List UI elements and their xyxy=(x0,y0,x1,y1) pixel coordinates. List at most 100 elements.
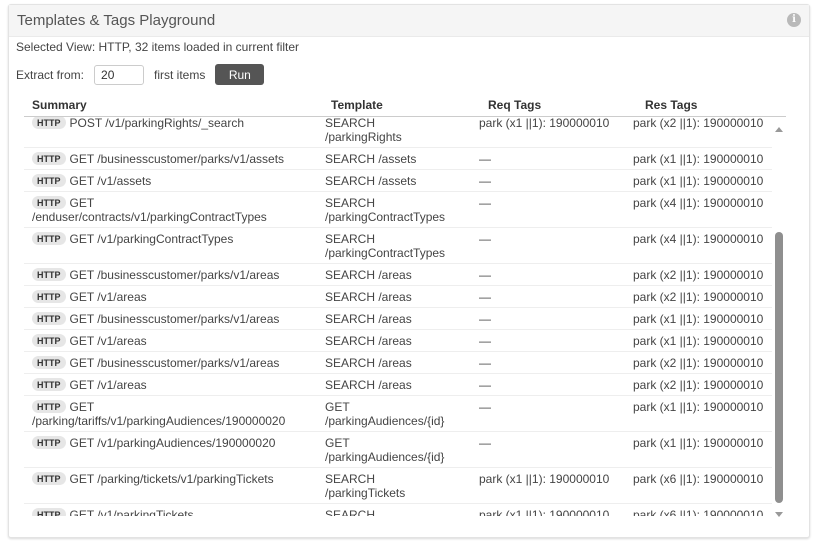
res-tags-cell: park (x2 ||1): 190000010 xyxy=(633,356,764,370)
res-tags-cell: park (x6 ||1): 190000010 xyxy=(633,472,764,486)
template-cell: SEARCH /areas xyxy=(325,290,412,304)
extract-count-input[interactable] xyxy=(94,64,145,85)
panel-title: Templates & Tags Playground xyxy=(17,12,216,29)
template-cell: GET /parkingAudiences/{id} xyxy=(325,436,445,464)
req-tags-cell: — xyxy=(479,174,491,188)
summary-cell: HTTP GET /parking/tariffs/v1/parkingAudie… xyxy=(32,400,314,428)
table-row[interactable]: HTTP GET /businesscustomer/parks/v1/areas… xyxy=(24,352,772,374)
res-tags-cell: park (x4 ||1): 190000010 xyxy=(633,196,764,210)
template-cell: GET /parkingAudiences/{id} xyxy=(325,400,445,428)
table-row[interactable]: HTTP GET /v1/areas SEARCH /areas — park (… xyxy=(24,286,772,308)
http-badge: HTTP xyxy=(32,400,66,413)
summary-text: GET /parking/tariffs/v1/parkingAudiences… xyxy=(32,400,286,428)
req-tags-cell: park (x1 ||1): 190000010 xyxy=(479,472,610,486)
res-tags-cell: park (x6 ||1): 190000010 xyxy=(633,508,764,516)
extract-suffix: first items xyxy=(154,67,206,82)
scroll-down-icon[interactable] xyxy=(775,512,783,517)
summary-cell: HTTP GET /businesscustomer/parks/v1/asset… xyxy=(32,152,314,166)
res-tags-cell: park (x2 ||1): 190000010 xyxy=(633,117,764,130)
summary-cell: HTTP GET /enduser/contracts/v1/parkingCon… xyxy=(32,196,314,224)
res-tags-cell: park (x1 ||1): 190000010 xyxy=(633,312,764,326)
table-row[interactable]: HTTP GET /v1/areas SEARCH /areas — park (… xyxy=(24,330,772,352)
column-res-tags[interactable]: Res Tags xyxy=(645,98,698,112)
template-cell: SEARCH /areas xyxy=(325,356,412,370)
column-req-tags[interactable]: Req Tags xyxy=(488,98,542,112)
summary-text: GET /v1/assets xyxy=(69,174,152,188)
req-tags-cell: — xyxy=(479,400,491,414)
http-badge: HTTP xyxy=(32,117,66,129)
summary-text: GET /businesscustomer/parks/v1/areas xyxy=(69,268,280,282)
res-tags-cell: park (x2 ||1): 190000010 xyxy=(633,268,764,282)
run-button[interactable]: Run xyxy=(215,64,265,85)
summary-text: GET /businesscustomer/parks/v1/areas xyxy=(69,356,280,370)
table-row[interactable]: HTTP GET /parking/tickets/v1/parkingTicke… xyxy=(24,468,772,504)
summary-cell: HTTP GET /businesscustomer/parks/v1/areas xyxy=(32,268,314,282)
res-tags-cell: park (x1 ||1): 190000010 xyxy=(633,152,764,166)
req-tags-cell: park (x1 ||1): 190000010 xyxy=(479,508,610,516)
http-badge: HTTP xyxy=(32,508,66,516)
summary-text: POST /v1/parkingRights/_search xyxy=(69,117,245,130)
http-badge: HTTP xyxy=(32,334,66,347)
extract-label: Extract from: xyxy=(16,67,85,82)
summary-text: GET /businesscustomer/parks/v1/assets xyxy=(69,152,285,166)
summary-cell: HTTP GET /v1/assets xyxy=(32,174,314,188)
template-cell: SEARCH /parkingTickets xyxy=(325,508,376,516)
http-badge: HTTP xyxy=(32,268,66,281)
table-row[interactable]: HTTP GET /v1/parkingAudiences/190000020 G… xyxy=(24,432,772,468)
http-badge: HTTP xyxy=(32,196,66,209)
http-badge: HTTP xyxy=(32,312,66,325)
req-tags-cell: park (x1 ||1): 190000010 xyxy=(479,117,610,130)
table-row[interactable]: HTTP GET /v1/assets SEARCH /assets — park… xyxy=(24,170,772,192)
table-row[interactable]: HTTP GET /v1/areas SEARCH /areas — park (… xyxy=(24,374,772,396)
req-tags-cell: — xyxy=(479,290,491,304)
template-cell: SEARCH /parkingRights xyxy=(325,117,402,144)
table-row[interactable]: HTTP GET /v1/parkingContractTypes SEARCH … xyxy=(24,228,772,264)
summary-cell: HTTP GET /v1/areas xyxy=(32,290,314,304)
template-cell: SEARCH /assets xyxy=(325,174,417,188)
template-cell: SEARCH /areas xyxy=(325,268,412,282)
table-row[interactable]: HTTP GET /parking/tariffs/v1/parkingAudie… xyxy=(24,396,772,432)
http-badge: HTTP xyxy=(32,378,66,391)
http-badge: HTTP xyxy=(32,232,66,245)
summary-cell: HTTP POST /v1/parkingRights/_search xyxy=(32,117,314,144)
summary-text: GET /v1/parkingAudiences/190000020 xyxy=(69,436,276,450)
summary-text: GET /parking/tickets/v1/parkingTickets xyxy=(69,472,274,486)
table-row[interactable]: HTTP GET /businesscustomer/parks/v1/areas… xyxy=(24,308,772,330)
template-cell: SEARCH /areas xyxy=(325,378,412,392)
req-tags-cell: — xyxy=(479,268,491,282)
column-summary[interactable]: Summary xyxy=(32,98,87,112)
table-row[interactable]: HTTP POST /v1/parkingRights/_search SEARC… xyxy=(24,117,772,148)
res-tags-cell: park (x2 ||1): 190000010 xyxy=(633,378,764,392)
table-body[interactable]: HTTP POST /v1/parkingRights/_search SEARC… xyxy=(24,117,772,516)
summary-text: GET /enduser/contracts/v1/parkingContrac… xyxy=(32,196,267,224)
summary-cell: HTTP GET /v1/areas xyxy=(32,334,314,348)
summary-cell: HTTP GET /v1/areas xyxy=(32,378,314,392)
scrollbar-thumb[interactable] xyxy=(775,232,783,503)
req-tags-cell: — xyxy=(479,356,491,370)
playground-panel: Templates & Tags Playground i xyxy=(8,4,810,538)
req-tags-cell: — xyxy=(479,436,491,450)
scroll-up-icon[interactable] xyxy=(775,127,783,132)
table-row[interactable]: HTTP GET /enduser/contracts/v1/parkingCon… xyxy=(24,192,772,228)
table-row[interactable]: HTTP GET /businesscustomer/parks/v1/areas… xyxy=(24,264,772,286)
template-cell: SEARCH /assets xyxy=(325,152,417,166)
http-badge: HTTP xyxy=(32,174,66,187)
summary-text: GET /v1/areas xyxy=(69,378,147,392)
res-tags-cell: park (x2 ||1): 190000010 xyxy=(633,290,764,304)
summary-cell: HTTP GET /parking/tickets/v1/parkingTicke… xyxy=(32,472,314,500)
res-tags-cell: park (x4 ||1): 190000010 xyxy=(633,232,764,246)
selected-view-text: Selected View: HTTP, 32 items loaded in … xyxy=(16,40,300,54)
summary-text: GET /v1/parkingContractTypes xyxy=(69,232,234,246)
info-icon[interactable]: i xyxy=(787,13,801,27)
extract-controls: Extract from: first items Run xyxy=(16,64,265,85)
http-badge: HTTP xyxy=(32,472,66,485)
http-badge: HTTP xyxy=(32,290,66,303)
summary-text: GET /v1/areas xyxy=(69,290,147,304)
table-row[interactable]: HTTP GET /businesscustomer/parks/v1/asset… xyxy=(24,148,772,170)
summary-text: GET /v1/areas xyxy=(69,334,147,348)
summary-text: GET /businesscustomer/parks/v1/areas xyxy=(69,312,280,326)
column-template[interactable]: Template xyxy=(331,98,383,112)
summary-cell: HTTP GET /businesscustomer/parks/v1/areas xyxy=(32,356,314,370)
scrollbar[interactable] xyxy=(773,120,785,520)
